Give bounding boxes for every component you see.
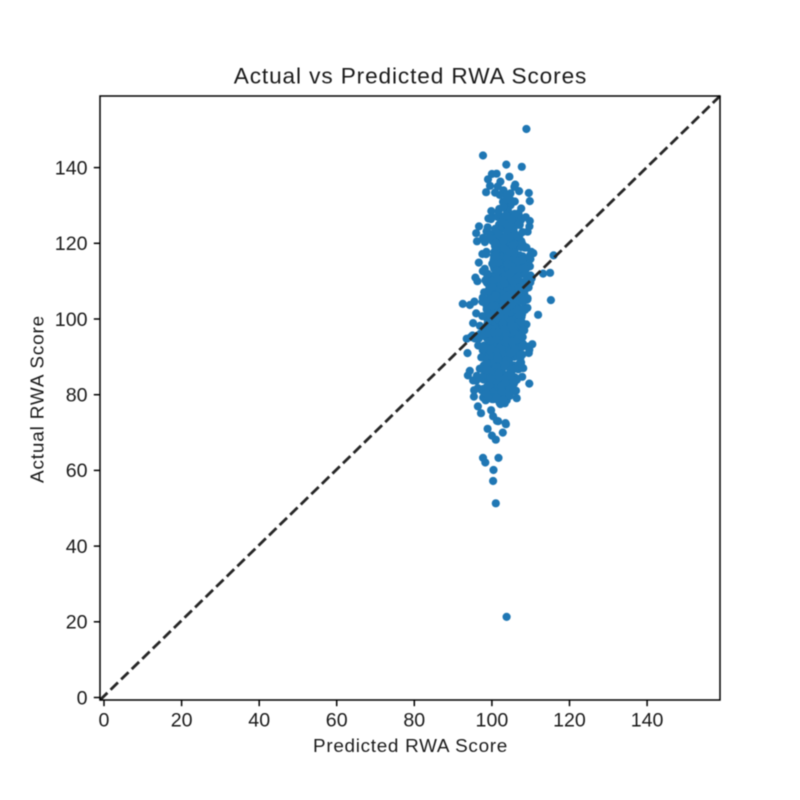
svg-text:60: 60 xyxy=(66,460,88,482)
svg-text:0: 0 xyxy=(99,709,110,731)
svg-text:Actual vs Predicted RWA Scores: Actual vs Predicted RWA Scores xyxy=(234,64,587,89)
svg-text:20: 20 xyxy=(171,709,193,731)
svg-text:100: 100 xyxy=(55,309,88,331)
svg-text:120: 120 xyxy=(55,233,88,255)
svg-text:60: 60 xyxy=(326,709,348,731)
svg-text:140: 140 xyxy=(55,157,88,179)
svg-text:40: 40 xyxy=(248,709,270,731)
svg-text:Actual RWA Score: Actual RWA Score xyxy=(28,315,49,483)
svg-text:80: 80 xyxy=(403,709,425,731)
svg-text:20: 20 xyxy=(66,612,88,634)
svg-text:40: 40 xyxy=(66,536,88,558)
svg-text:0: 0 xyxy=(77,687,88,709)
svg-text:140: 140 xyxy=(631,709,664,731)
svg-text:120: 120 xyxy=(553,709,586,731)
svg-text:80: 80 xyxy=(66,385,88,407)
svg-text:Predicted RWA Score: Predicted RWA Score xyxy=(313,736,508,757)
svg-text:100: 100 xyxy=(476,709,509,731)
